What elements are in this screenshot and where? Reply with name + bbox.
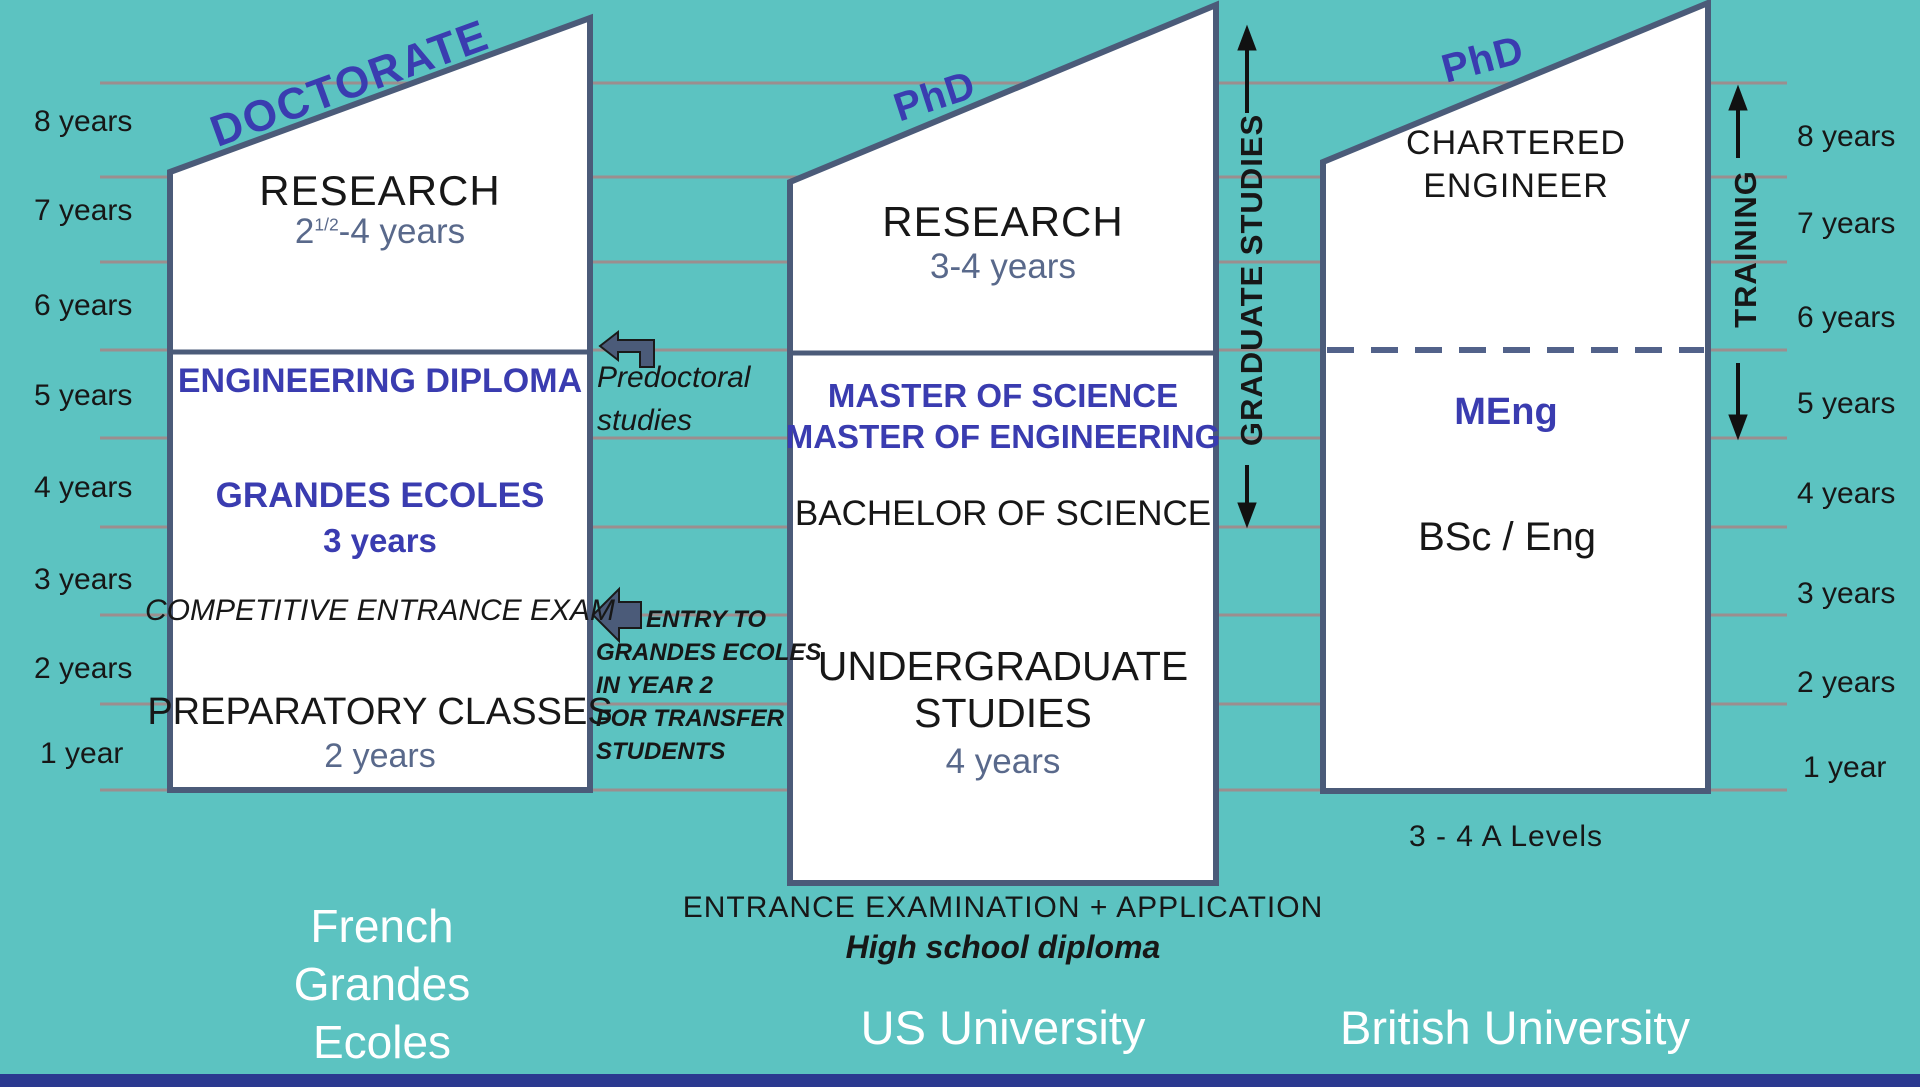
axis-left-1-year: 1 year (40, 737, 124, 770)
entry-note-line1: ENTRY TO (646, 606, 767, 633)
graduate-studies-vertical-label: GRADUATE STUDIES (1234, 113, 1269, 447)
axis-left-4-years: 4 years (34, 471, 133, 504)
french-research-duration-base: 2 (294, 212, 315, 251)
french-footer-line3: Ecoles (312, 1016, 452, 1068)
us-footer-label: US University (860, 1001, 1146, 1054)
uk-footer-label: British University (1340, 1001, 1690, 1054)
french-research-duration-rest: -4 years (338, 212, 466, 251)
axis-right-3-years: 3 years (1797, 577, 1896, 610)
french-competitive-exam-label: COMPETITIVE ENTRANCE EXAM (144, 594, 616, 627)
axis-right-7-years: 7 years (1797, 207, 1896, 240)
french-footer-line2: Grandes (293, 958, 471, 1010)
uk-chartered-engineer-label: CHARTERED ENGINEER (1406, 122, 1626, 208)
french-preparatory-classes-label: PREPARATORY CLASSES (147, 691, 613, 733)
us-master-of-engineering-label: MASTER OF ENGINEERING (785, 418, 1221, 455)
entry-note: ENTRY TO GRANDES ECOLES IN YEAR 2 FOR TR… (596, 603, 821, 768)
axis-left-3-years: 3 years (34, 563, 133, 596)
axis-left-2-years: 2 years (34, 652, 133, 685)
british-column-shape (1320, 0, 1711, 794)
french-footer-label: French Grandes Ecoles (294, 897, 470, 1071)
us-column-shape (787, 0, 1219, 886)
us-master-of-science-label: MASTER OF SCIENCE (827, 377, 1179, 414)
uk-chartered-line1: CHARTERED (1406, 124, 1626, 162)
french-preparatory-duration: 2 years (324, 737, 436, 775)
axis-left-7-years: 7 years (34, 194, 133, 227)
french-research-duration: 21/2-4 years (295, 212, 465, 252)
entry-note-line5: STUDENTS (596, 738, 726, 765)
axis-right-8-years: 8 years (1797, 120, 1896, 153)
entry-note-line3: IN YEAR 2 (596, 672, 713, 699)
french-engineering-diploma-label: ENGINEERING DIPLOMA (177, 362, 583, 400)
axis-left-8-years: 8 years (34, 105, 133, 138)
entry-note-line4: FOR TRANSFER (596, 705, 784, 732)
predoctoral-bent-arrow-icon (598, 329, 655, 368)
training-vertical-label: TRAINING (1728, 170, 1763, 328)
graduate-studies-down-arrow-icon (1237, 465, 1257, 529)
axis-right-1-year: 1 year (1803, 751, 1887, 784)
predoctoral-line2: studies (597, 404, 693, 437)
us-entrance-exam-label: ENTRANCE EXAMINATION + APPLICATION (682, 891, 1324, 924)
french-grandes-ecoles-label: GRANDES ECOLES (215, 476, 545, 515)
predoctoral-line1: Predoctoral (597, 361, 751, 394)
us-undergrad-line2: STUDIES (914, 690, 1092, 736)
bottom-border-bar (0, 1074, 1920, 1087)
french-research-title: RESEARCH (259, 167, 501, 214)
entry-left-arrow-icon (591, 586, 642, 644)
axis-right-5-years: 5 years (1797, 387, 1896, 420)
uk-meng-label: MEng (1454, 391, 1558, 433)
axis-right-4-years: 4 years (1797, 477, 1896, 510)
french-research-duration-sup: 1/2 (314, 214, 339, 235)
predoctoral-studies-note: Predoctoral studies (597, 356, 750, 442)
us-undergraduate-duration: 4 years (945, 742, 1061, 781)
axis-left-6-years: 6 years (34, 289, 133, 322)
entry-note-line2: GRANDES ECOLES (596, 639, 822, 666)
uk-a-levels-label: 3 - 4 A Levels (1408, 820, 1604, 853)
french-column-shape (167, 13, 593, 793)
us-high-school-diploma-label: High school diploma (845, 929, 1161, 965)
us-undergraduate-studies-label: UNDERGRADUATE STUDIES (818, 643, 1189, 737)
axis-right-6-years: 6 years (1797, 301, 1896, 334)
training-down-arrow-icon (1728, 363, 1748, 441)
uk-chartered-line2: ENGINEER (1423, 167, 1609, 205)
uk-bsc-eng-label: BSc / Eng (1418, 515, 1596, 559)
training-up-arrow-icon (1728, 84, 1748, 158)
us-bachelor-of-science-label: BACHELOR OF SCIENCE (794, 494, 1212, 533)
us-research-duration: 3-4 years (930, 247, 1076, 286)
axis-right-2-years: 2 years (1797, 666, 1896, 699)
french-grandes-ecoles-duration: 3 years (323, 522, 437, 559)
french-footer-line1: French (310, 900, 454, 952)
axis-left-5-years: 5 years (34, 379, 133, 412)
graduate-studies-up-arrow-icon (1237, 24, 1257, 113)
us-research-title: RESEARCH (882, 198, 1124, 245)
us-undergrad-line1: UNDERGRADUATE (817, 643, 1189, 689)
